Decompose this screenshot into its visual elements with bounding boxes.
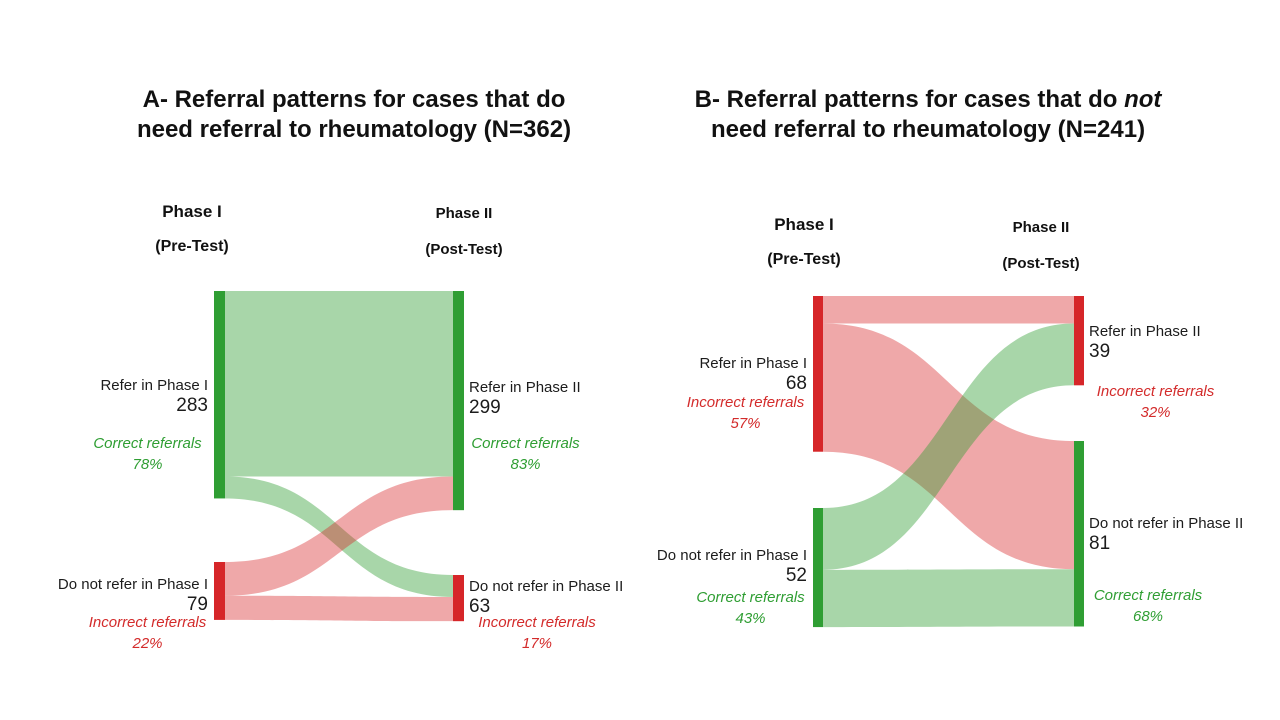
node-name: Do not refer in Phase II: [469, 578, 624, 595]
panel-b-refer2-label: Refer in Phase II 39: [1089, 323, 1259, 362]
panel-a-title-line2: need referral to rheumatology (N=362): [136, 116, 572, 143]
node-name: Do not refer in Phase I: [57, 576, 208, 593]
panel-b-refer1-label: Refer in Phase I 68: [627, 355, 807, 394]
sankey-node-dnr1: [214, 562, 225, 620]
sankey-node-refer1: [214, 291, 225, 499]
node-name: Refer in Phase I: [699, 355, 807, 372]
sankey-node-refer2: [453, 291, 464, 511]
sankey-node-refer2: [1074, 296, 1084, 386]
node-value: 39: [1089, 341, 1111, 362]
sankey-node-dnr2: [1074, 441, 1084, 627]
panel-b-phase1-header: Phase I (Pre-Test): [714, 216, 894, 269]
note-pct: 68%: [1132, 608, 1164, 625]
node-value: 81: [1089, 533, 1111, 554]
sankey-flow-refer1-to-dnr2: [823, 323, 1074, 570]
sankey-diagram-a: [214, 291, 464, 622]
panel-a-dnr2-label: Do not refer in Phase II 63: [469, 578, 654, 617]
note-text: Correct referrals: [1093, 587, 1203, 604]
sankey-flow-refer1-to-dnr2: [225, 476, 453, 597]
note-pct: 83%: [510, 456, 541, 473]
note-text: Incorrect referrals: [478, 614, 596, 631]
panel-a-phase1-header: Phase I (Pre-Test): [102, 203, 282, 256]
note-pct: 32%: [1140, 404, 1171, 421]
panel-a-title-line1: A- Referral patterns for cases that do: [142, 86, 566, 113]
panel-a-phase2-subtitle: (Post-Test): [425, 241, 503, 258]
panel-b-phase2-subtitle: (Post-Test): [1002, 255, 1080, 272]
sankey-node-dnr2: [453, 575, 464, 622]
note-text: Correct referrals: [471, 435, 580, 452]
panel-a-dnr1-label: Do not refer in Phase I 79: [33, 576, 208, 615]
sankey-flow-dnr1-to-refer2: [225, 476, 453, 596]
panel-a-phase2-title: Phase II: [435, 205, 493, 222]
panel-a-phase1-subtitle: (Pre-Test): [155, 238, 229, 255]
sankey-node-dnr1: [813, 508, 823, 628]
note-text: Correct referrals: [696, 589, 805, 606]
sankey-flow-dnr1-to-dnr2: [225, 595, 453, 622]
sankey-flow-refer1-to-refer2: [823, 296, 1074, 324]
panel-a-dnr1-note: Incorrect referrals 22%: [60, 612, 235, 654]
panel-b-dnr2-note: Correct referrals 68%: [1078, 585, 1218, 627]
panel-a-phase1-title: Phase I: [162, 202, 222, 221]
panel-b-dnr2-label: Do not refer in Phase II 81: [1089, 515, 1274, 554]
node-value: 52: [785, 565, 807, 586]
node-name: Refer in Phase I: [100, 377, 208, 394]
sankey-flow-dnr1-to-dnr2: [823, 569, 1074, 628]
note-text: Incorrect referrals: [88, 614, 207, 631]
panel-b-title-line1: B- Referral patterns for cases that do: [694, 86, 1125, 113]
note-pct: 22%: [132, 635, 163, 652]
panel-b-dnr1-label: Do not refer in Phase I 52: [620, 547, 807, 586]
node-value: 63: [469, 596, 491, 617]
panel-b-phase1-title: Phase I: [774, 215, 834, 234]
panel-b-title-italic: not: [1124, 86, 1162, 113]
panel-b-title: B- Referral patterns for cases that do n…: [648, 85, 1208, 145]
sankey-diagram-b: [813, 296, 1084, 628]
panel-a-refer2-note: Correct referrals 83%: [453, 433, 598, 475]
panel-a-refer1-note: Correct referrals 78%: [60, 433, 235, 475]
note-text: Correct referrals: [93, 435, 202, 452]
panel-b-title-line2: need referral to rheumatology (N=241): [710, 116, 1146, 143]
panel-a-refer2-label: Refer in Phase II 299: [469, 379, 639, 418]
node-name: Refer in Phase II: [469, 379, 581, 396]
node-name: Refer in Phase II: [1089, 323, 1201, 340]
node-value: 68: [785, 373, 807, 394]
sankey-node-refer1: [813, 296, 823, 452]
panel-b-phase1-subtitle: (Pre-Test): [767, 251, 841, 268]
panel-b-phase2-title: Phase II: [1012, 219, 1070, 236]
note-pct: 43%: [735, 610, 766, 627]
note-pct: 57%: [730, 415, 761, 432]
panel-b-dnr1-note: Correct referrals 43%: [663, 587, 838, 629]
panel-a-phase2-header: Phase II (Post-Test): [374, 205, 554, 258]
panel-a-dnr2-note: Incorrect referrals 17%: [463, 612, 611, 654]
sankey-flow-refer1-to-refer2: [225, 291, 453, 477]
node-value: 79: [186, 594, 208, 615]
note-text: Incorrect referrals: [686, 394, 805, 411]
note-text: Incorrect referrals: [1096, 383, 1215, 400]
node-name: Do not refer in Phase II: [1089, 515, 1244, 532]
node-value: 299: [469, 397, 501, 418]
note-pct: 17%: [521, 635, 553, 652]
panel-b-refer2-note: Incorrect referrals 32%: [1083, 381, 1228, 423]
panel-b-phase2-header: Phase II (Post-Test): [951, 219, 1131, 272]
panel-a-title: A- Referral patterns for cases that do ne…: [74, 85, 634, 145]
node-value: 283: [176, 395, 208, 416]
panel-a-refer1-label: Refer in Phase I 283: [33, 377, 208, 416]
node-name: Do not refer in Phase I: [656, 547, 807, 564]
sankey-flow-dnr1-to-refer2: [823, 323, 1074, 570]
panel-b-refer1-note: Incorrect referrals 57%: [658, 392, 833, 434]
note-pct: 78%: [132, 456, 163, 473]
